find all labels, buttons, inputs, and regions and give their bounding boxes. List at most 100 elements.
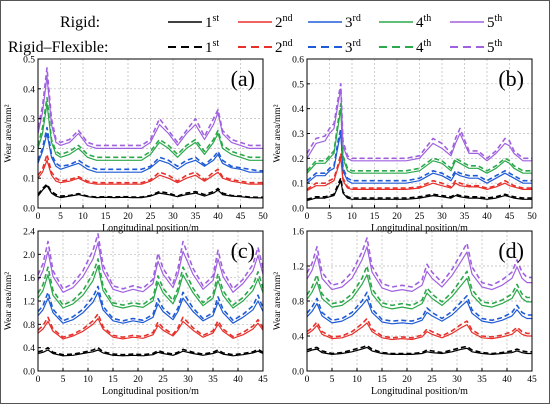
legend-entry-number: 3 [345, 15, 353, 31]
series-line-flexible-wheel-4 [37, 258, 264, 306]
x-tick-label: 40 [213, 212, 223, 222]
x-tick-label: 20 [123, 212, 133, 222]
series-line-rigid-wheel-2 [306, 322, 532, 341]
series-line-flexible-wheel-3 [306, 291, 532, 322]
x-tick-label: 45 [236, 212, 246, 222]
series-line-rigid-wheel-1 [306, 180, 532, 202]
y-axis-label: Wear area/mm² [273, 104, 283, 162]
legend-entry-suffix: st [213, 13, 220, 24]
y-tick-label: 1.2 [292, 263, 304, 273]
series-line-flexible-wheel-2 [37, 312, 264, 339]
y-tick-label: 0.0 [23, 205, 35, 215]
series-line-flexible-wheel-3 [306, 127, 532, 182]
series-line-flexible-wheel-5 [37, 67, 263, 147]
legend-entry-flexible-3: 3rd [345, 38, 361, 56]
y-axis-label: Wear area/mm² [4, 272, 14, 330]
series-line-flexible-wheel-4 [37, 96, 263, 159]
legend-entry-flexible-5: 5th [487, 38, 502, 56]
y-tick-label: 0.8 [292, 298, 304, 308]
legend-entry-number: 2 [275, 15, 283, 31]
y-tick-label: 0.4 [292, 333, 304, 343]
y-tick-label: 0.0 [292, 205, 304, 215]
x-tick-label: 40 [482, 212, 492, 222]
series-line-flexible-wheel-2 [306, 317, 532, 339]
y-tick-label: 2.0 [23, 251, 35, 261]
x-tick-label: 15 [101, 212, 111, 222]
y-tick-label: 0.5 [292, 80, 304, 90]
legend-entry-number: 4 [416, 40, 424, 56]
x-tick-label: 35 [477, 375, 487, 385]
legend-entry-rigid-1: 1st [205, 13, 219, 31]
x-tick-label: 15 [370, 212, 380, 222]
y-axis-label: Wear area/mm² [273, 272, 283, 330]
x-tick-label: 0 [305, 375, 310, 385]
x-tick-label: 50 [527, 212, 537, 222]
panel-label: (b) [498, 66, 524, 91]
x-tick-label: 45 [505, 212, 515, 222]
series-line-rigid-wheel-4 [306, 274, 532, 310]
x-tick-label: 0 [36, 375, 41, 385]
x-tick-label: 10 [352, 375, 362, 385]
x-tick-label: 30 [452, 375, 462, 385]
x-tick-label: 15 [377, 375, 387, 385]
legend-entry-flexible-2: 2nd [275, 38, 293, 56]
legend-entry-suffix: rd [353, 38, 361, 49]
panels: 0 5 10 15 20 25 30 35 40 45 500.00.10.20.30.40.5Lo… [4, 56, 537, 398]
y-tick-label: 0.2 [292, 155, 304, 165]
series-line-flexible-wheel-2 [306, 152, 532, 191]
y-tick-label: 0.0 [292, 368, 304, 378]
series-line-rigid-wheel-5 [306, 246, 532, 292]
y-tick-label: 0.1 [23, 175, 35, 185]
series-line-rigid-wheel-5 [37, 242, 264, 293]
legend-entry-number: 5 [487, 40, 495, 56]
legend-entry-suffix: st [213, 38, 220, 49]
series-line-flexible-wheel-1 [37, 346, 264, 356]
y-tick-label: 0.5 [23, 56, 35, 66]
series-line-rigid-wheel-5 [37, 76, 263, 149]
x-tick-label: 10 [347, 212, 357, 222]
x-tick-label: 40 [233, 375, 243, 385]
series-line-flexible-wheel-5 [306, 237, 532, 288]
y-tick-label: 1.2 [23, 298, 35, 308]
series-line-rigid-wheel-4 [37, 103, 263, 161]
series-line-rigid-wheel-1 [37, 349, 264, 357]
legend-entry-suffix: th [495, 13, 503, 24]
panel-label: (d) [498, 238, 524, 263]
series-line-flexible-wheel-1 [37, 183, 263, 199]
y-tick-label: 0.8 [23, 321, 35, 331]
x-tick-label: 45 [258, 375, 268, 385]
legend-entry-suffix: th [495, 38, 503, 49]
panel-1: 0 5 10 15 20 25 30 35 40 45 50 0.0 0.1 0.2 0.3 0.4 0.5 0.… [273, 56, 537, 235]
legend-entry-rigid-5: 5th [487, 13, 502, 31]
x-tick-label: 30 [437, 212, 447, 222]
legend-entry-rigid-2: 2nd [275, 13, 293, 31]
series-line-flexible-wheel-3 [37, 285, 264, 322]
y-tick-label: 0.4 [23, 85, 35, 95]
panel-0: 0 5 10 15 20 25 30 35 40 45 50 0.0 0.1 0.2 0.3 0.4 0.5 Lo… [4, 56, 268, 235]
x-tick-label: 5 [327, 212, 332, 222]
legend-entry-rigid-4: 4th [416, 13, 431, 31]
x-tick-label: 45 [527, 375, 537, 385]
y-tick-label: 0.0 [23, 368, 35, 378]
x-tick-label: 25 [158, 375, 168, 385]
x-tick-label: 20 [392, 212, 402, 222]
legend-entry-suffix: th [424, 38, 432, 49]
x-axis-label: Longitudinal position/m [371, 386, 468, 397]
series-line-rigid-wheel-2 [37, 159, 263, 185]
legend-entry-number: 1 [205, 40, 213, 56]
legend-entry-number: 5 [487, 15, 495, 31]
x-tick-label: 5 [330, 375, 335, 385]
series-line-rigid-wheel-4 [37, 265, 264, 309]
panel-label: (c) [231, 238, 255, 263]
series-line-flexible-wheel-5 [37, 233, 264, 290]
y-tick-label: 0.4 [23, 344, 35, 354]
x-tick-label: 25 [415, 212, 425, 222]
y-tick-label: 2.4 [23, 228, 35, 238]
y-tick-label: 1.6 [292, 228, 304, 238]
series-line-rigid-wheel-3 [306, 298, 532, 325]
series-line-flexible-wheel-4 [306, 265, 532, 307]
legend-entry-flexible-4: 4th [416, 38, 431, 56]
x-tick-label: 30 [168, 212, 178, 222]
x-tick-label: 0 [36, 212, 41, 222]
